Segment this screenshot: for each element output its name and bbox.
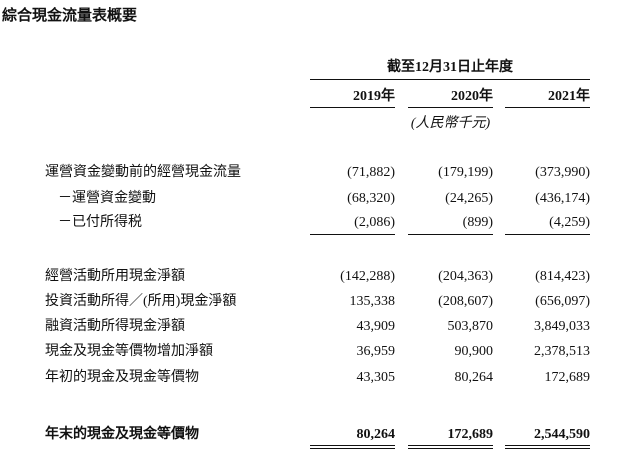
cell: (436,174) (535, 191, 590, 206)
row-label: －已付所得税 (58, 215, 142, 230)
rule (505, 448, 590, 449)
cell: (24,265) (445, 191, 493, 206)
title: 綜合現金流量表概要 (2, 8, 138, 24)
rule (310, 79, 590, 80)
row-label: 融資活動所得現金淨額 (45, 319, 185, 334)
cell: (68,320) (347, 191, 395, 206)
cell: (656,097) (535, 294, 590, 309)
rule (408, 107, 493, 108)
rule (310, 234, 395, 235)
row-label: 現金及現金等價物增加淨額 (45, 344, 213, 359)
cell: (814,423) (535, 269, 590, 284)
cell: 3,849,033 (534, 319, 590, 334)
period-header: 截至12月31日止年度 (387, 60, 513, 75)
rule (505, 445, 590, 446)
cell: (142,288) (340, 269, 395, 284)
rule (505, 234, 590, 235)
cell: 172,689 (447, 427, 494, 442)
row-label: 運營資金變動前的經營現金流量 (45, 165, 241, 180)
cell: 503,870 (447, 319, 494, 334)
cell: (179,199) (438, 165, 493, 180)
cell: 2,378,513 (534, 344, 590, 359)
cell: 36,959 (356, 344, 396, 359)
cell: (2,086) (354, 215, 395, 230)
cell: (71,882) (347, 165, 395, 180)
year-header: 2020年 (451, 89, 493, 104)
row-label: 年初的現金及現金等價物 (45, 370, 199, 385)
cell: 80,264 (356, 427, 396, 442)
cell: 172,689 (544, 370, 591, 385)
year-header: 2021年 (548, 89, 590, 104)
cell: 80,264 (454, 370, 494, 385)
rule (408, 234, 493, 235)
cell: 135,338 (349, 294, 396, 309)
cell: 2,544,590 (534, 427, 590, 442)
cell: (899) (462, 215, 493, 230)
rule (505, 107, 590, 108)
row-label: 年末的現金及現金等價物 (45, 427, 199, 442)
rule (310, 107, 395, 108)
rule (408, 448, 493, 449)
cell: (204,363) (438, 269, 493, 284)
unit: (人民幣千元) (410, 116, 491, 131)
cell: (4,259) (549, 215, 590, 230)
rule (408, 445, 493, 446)
rule (310, 445, 395, 446)
cell: (373,990) (535, 165, 590, 180)
row-label: 投資活動所得／(所用)現金淨額 (45, 294, 237, 309)
year-header: 2019年 (353, 89, 395, 104)
row-label: 經營活動所用現金淨額 (45, 269, 185, 284)
row-label: －運營資金變動 (58, 191, 156, 206)
rule (310, 448, 395, 449)
cell: 43,305 (356, 370, 396, 385)
cell: 90,900 (454, 344, 494, 359)
cell: (208,607) (438, 294, 493, 309)
cell: 43,909 (356, 319, 396, 334)
